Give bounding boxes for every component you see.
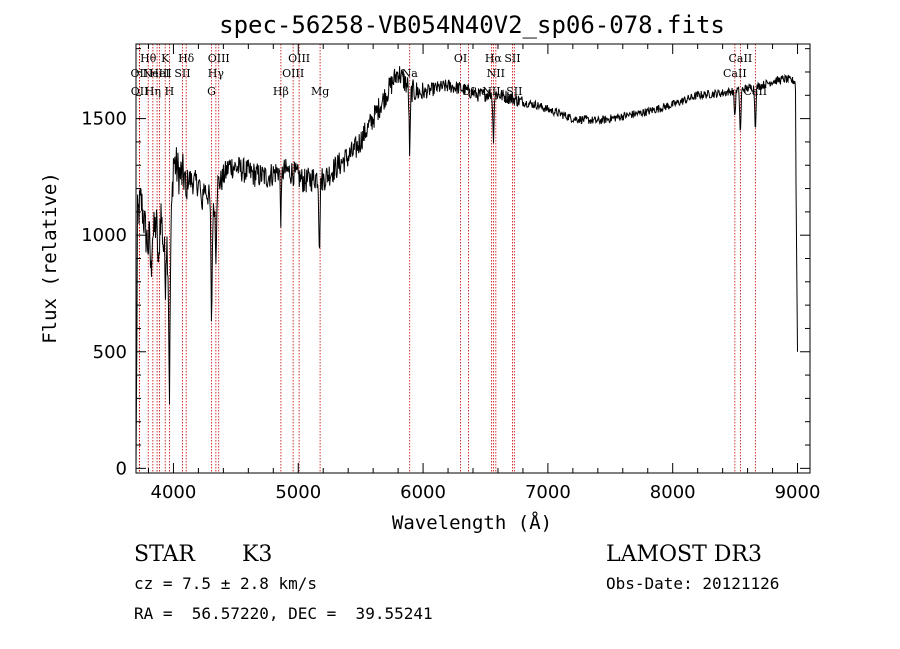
x-tick-label: 9000 <box>775 482 821 503</box>
x-tick-label: 7000 <box>525 482 571 503</box>
y-axis-label: Flux (relative) <box>39 172 61 344</box>
survey-name: LAMOST DR3 <box>606 542 762 567</box>
spectral-line-label: Hθ <box>140 52 157 65</box>
x-axis-ticks: 4000 5000 6000 7000 8000 9000 <box>147 44 821 503</box>
object-subclass: K3 <box>242 542 272 567</box>
spectral-line-label: OI <box>454 52 467 65</box>
spectral-line-label: CaII <box>729 52 753 65</box>
object-class: STAR <box>134 542 196 567</box>
spectral-line-label: NII <box>487 67 505 80</box>
coordinates: RA = 56.57220, DEC = 39.55241 <box>134 604 433 623</box>
spectral-line-label: Mg <box>311 85 329 98</box>
x-tick-label: 6000 <box>400 482 446 503</box>
spectral-line-label: Hγ <box>208 67 225 80</box>
spectral-line-label: G <box>207 85 216 98</box>
spectral-line-label: CaII <box>723 67 747 80</box>
spectral-line-label: K <box>161 52 170 65</box>
spectral-line-label: OIII <box>288 52 310 65</box>
chart-title: spec-56258-VB054N40V2_sp06-078.fits <box>219 11 725 39</box>
spectrum-series-line <box>135 66 798 469</box>
spectral-line-label: H <box>165 85 175 98</box>
obs-date: Obs-Date: 20121126 <box>606 574 779 593</box>
spectral-line-label: SII <box>506 85 522 98</box>
spectral-line-label: Hα <box>485 52 503 65</box>
x-tick-label: 5000 <box>275 482 321 503</box>
y-tick-label: 0 <box>116 458 127 479</box>
spectral-line-label: OIII <box>282 67 304 80</box>
x-axis-label: Wavelength (Å) <box>392 511 552 534</box>
x-tick-label: 4000 <box>151 482 197 503</box>
spectral-line-label: Hδ <box>178 52 195 65</box>
spectral-line-label: Hβ <box>273 85 289 98</box>
spectral-line-label: HeI <box>149 67 169 80</box>
spectral-line-label: NeIII <box>143 67 172 80</box>
spectral-line-label: OII <box>131 67 149 80</box>
y-tick-label: 1000 <box>81 225 127 246</box>
plot-frame <box>135 43 811 474</box>
spectral-line-label: OII <box>131 85 149 98</box>
x-tick-label: 8000 <box>650 482 696 503</box>
redshift-text: cz = 7.5 ± 2.8 km/s <box>134 574 317 593</box>
spectral-line-label: SII <box>504 52 520 65</box>
y-tick-label: 1500 <box>81 109 127 130</box>
y-tick-label: 500 <box>93 342 127 363</box>
spectral-line-label: Hη <box>145 85 161 98</box>
y-axis-ticks: 0 500 1000 1500 <box>81 48 810 479</box>
spectral-line-label: SII <box>174 67 190 80</box>
spectral-line-label: OIII <box>208 52 230 65</box>
